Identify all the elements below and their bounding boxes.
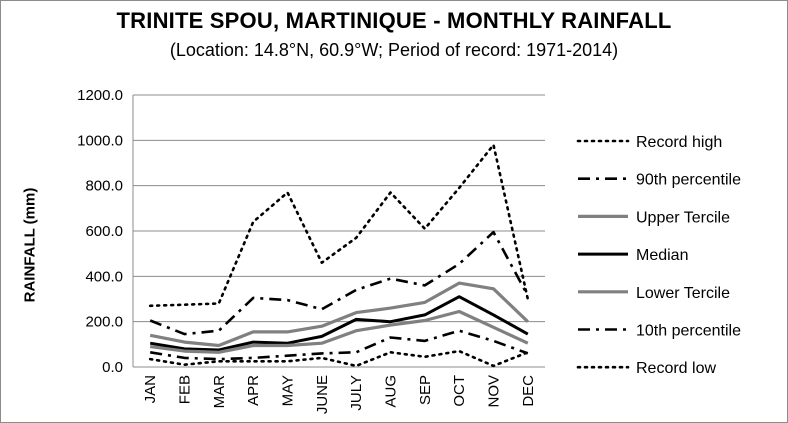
y-tick-labels: 0.0 200.0 400.0 600.0 800.0 1000.0 1200.0 (77, 87, 123, 376)
x-tick-label: DEC (520, 375, 537, 407)
x-tick-label: SEP (417, 375, 434, 405)
legend-label: Upper Tercile (636, 209, 730, 226)
legend: Record high 90th percentile Upper Tercile M… (576, 134, 741, 377)
series-line-upper-tercile (149, 281, 529, 348)
x-tick-label: MAR (211, 375, 228, 409)
y-tick-label: 1000.0 (77, 132, 123, 149)
x-tick-label: JAN (142, 375, 159, 403)
x-tick-label: OCT (451, 375, 468, 407)
chart-title: TRINITE SPOU, MARTINIQUE - MONTHLY RAINF… (116, 8, 672, 33)
x-tick-label: APR (245, 375, 262, 406)
x-tick-label: MAY (280, 375, 297, 406)
y-tick-label: 800.0 (85, 178, 123, 195)
x-tick-labels: JAN FEB MAR APR MAY JUNE JULY AUG SEP OCT NOV DEC (142, 375, 537, 414)
y-tick-label: 400.0 (85, 268, 123, 285)
chart-subtitle: (Location: 14.8°N, 60.9°W; Period of rec… (169, 40, 619, 60)
legend-label: Record high (636, 134, 722, 151)
series-line-10th-percentile (149, 329, 529, 361)
y-tick-label: 200.0 (85, 314, 123, 331)
x-tick-label: JUNE (314, 375, 331, 414)
series-line-90th-percentile (149, 230, 529, 336)
series-line-record-low (148, 349, 530, 368)
legend-label: Record low (636, 360, 716, 377)
series-line-record-high (148, 143, 530, 308)
legend-label: Lower Tercile (636, 285, 730, 302)
series-line-lower-tercile (149, 309, 529, 354)
legend-label: 90th percentile (636, 172, 741, 189)
gridlines (132, 94, 545, 368)
x-tick-label: JULY (348, 375, 365, 411)
series-line-median (149, 295, 529, 352)
x-tick-label: NOV (486, 375, 503, 408)
series-lines (148, 143, 530, 368)
legend-label: Median (636, 247, 688, 264)
x-tick-label: AUG (383, 375, 400, 408)
legend-label: 10th percentile (636, 323, 741, 340)
x-tick-label: FEB (177, 375, 194, 404)
y-tick-label: 0.0 (102, 359, 123, 376)
y-tick-label: 1200.0 (77, 87, 123, 104)
y-tick-label: 600.0 (85, 223, 123, 240)
